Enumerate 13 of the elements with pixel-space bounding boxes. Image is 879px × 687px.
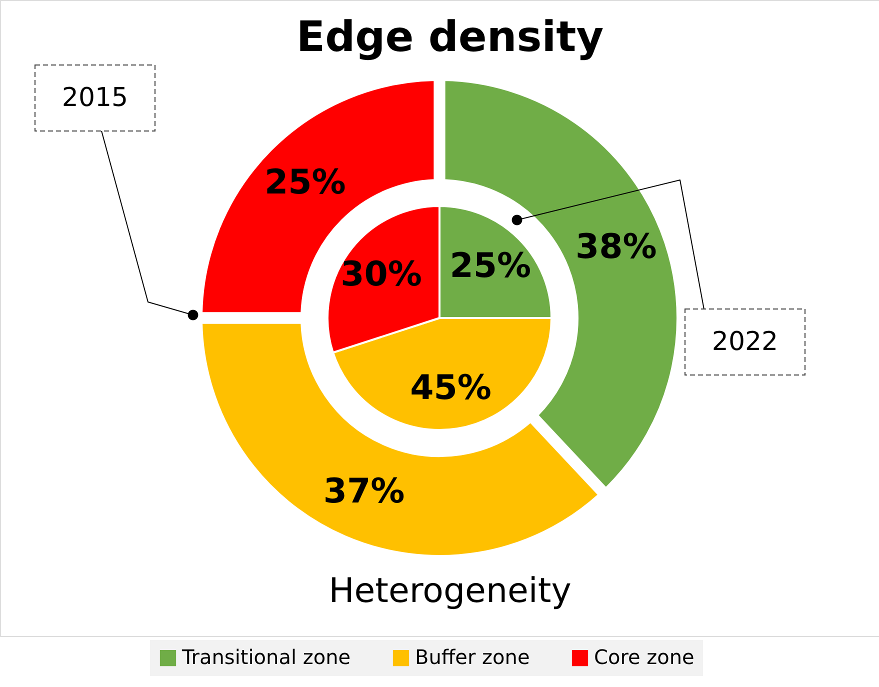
legend-label: Buffer zone <box>415 645 530 669</box>
legend-label: Core zone <box>594 645 694 669</box>
data-label: 25% <box>450 246 532 286</box>
data-label: 37% <box>323 471 405 512</box>
data-label: 45% <box>410 368 492 408</box>
slice-label: 2022 <box>712 327 778 357</box>
data-label: 25% <box>264 162 346 203</box>
legend-label: Transitional zone <box>181 645 351 669</box>
chart-title: Edge density <box>296 12 604 61</box>
text: Heterogeneity <box>328 571 572 611</box>
data-label: 30% <box>340 254 422 295</box>
data-label: 38% <box>575 227 657 268</box>
slice-label: 2015 <box>62 83 128 113</box>
